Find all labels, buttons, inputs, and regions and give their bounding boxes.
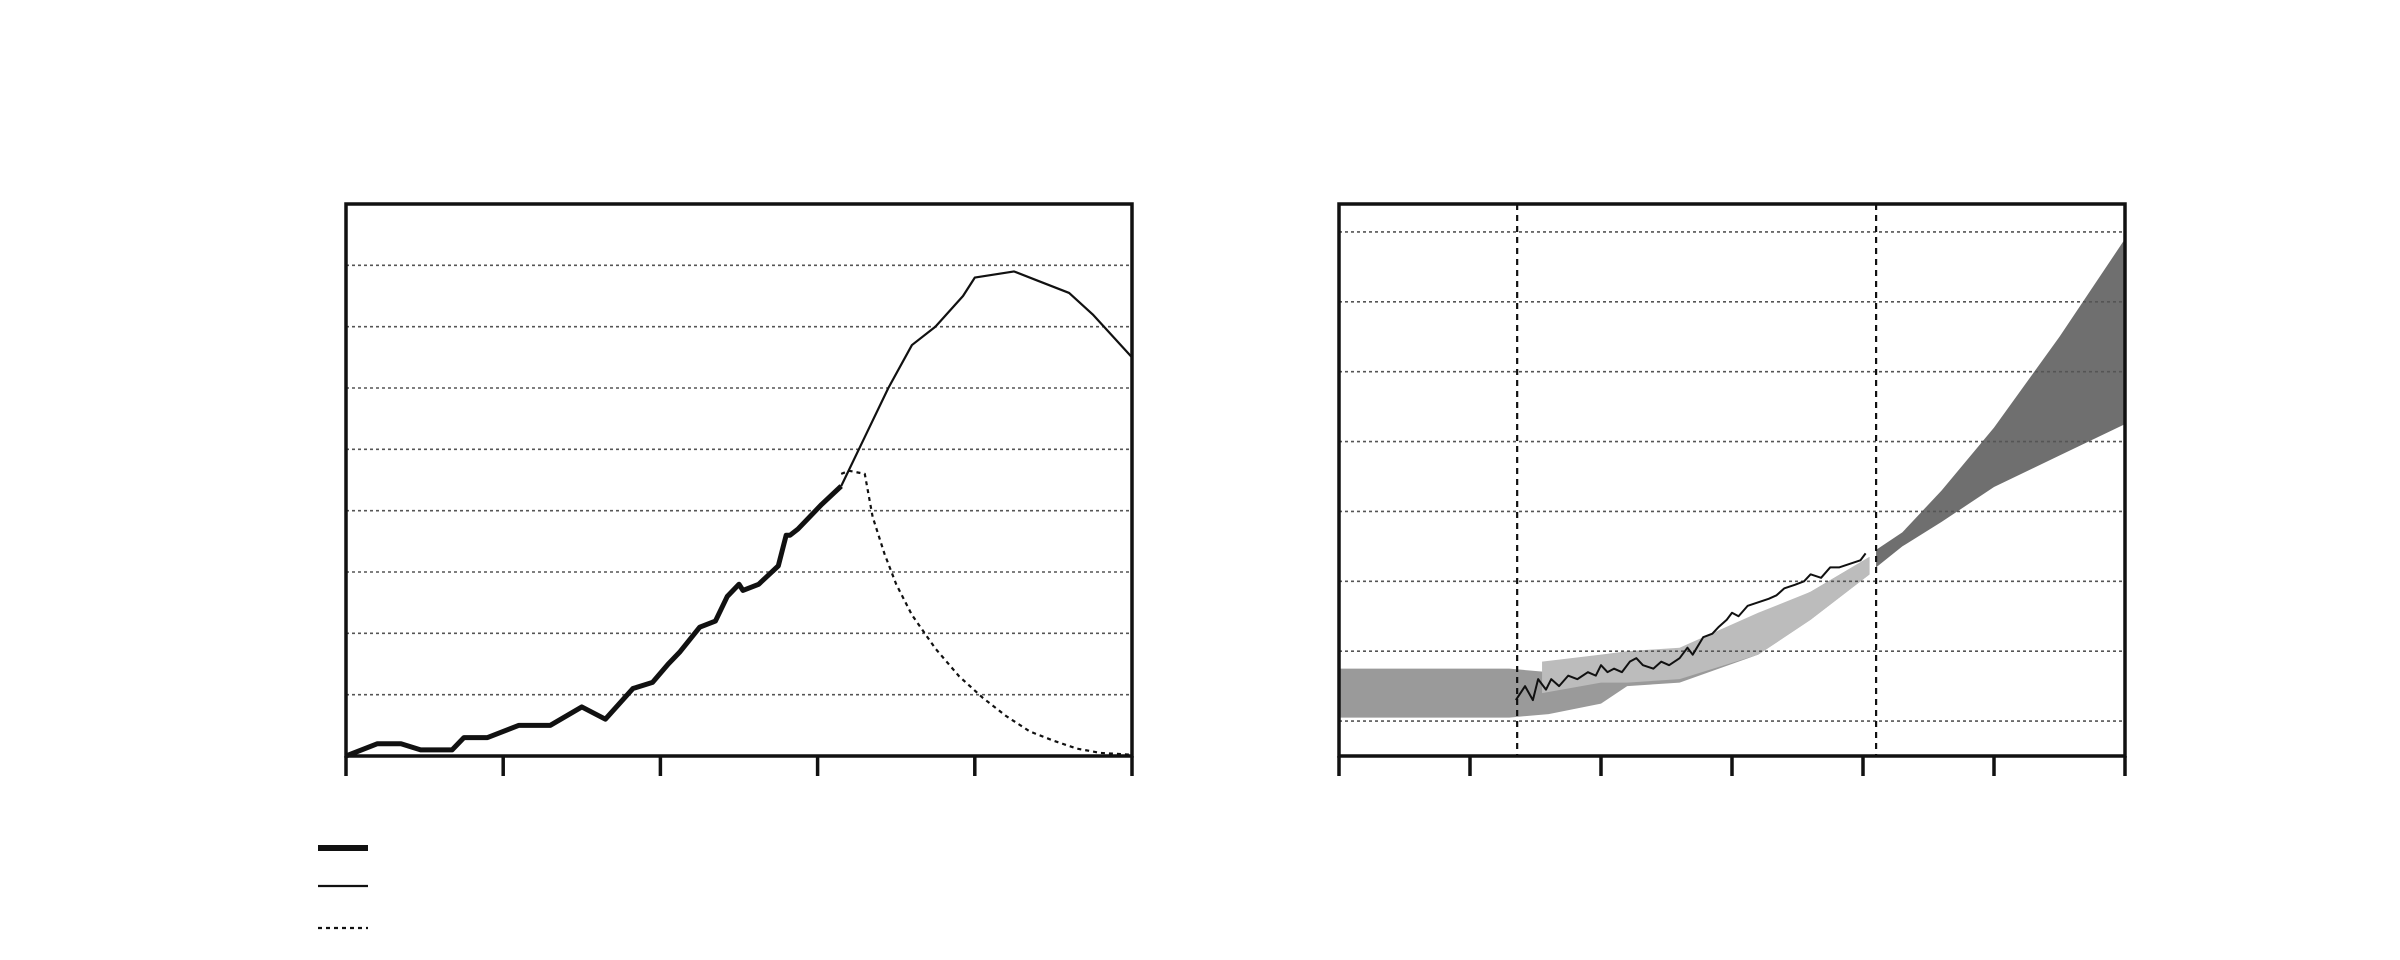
right-band-3 bbox=[1876, 238, 2125, 568]
right-chart-series bbox=[1515, 552, 1867, 702]
right-series-line bbox=[1515, 552, 1867, 702]
left-chart-gridlines bbox=[346, 264, 1132, 696]
left-series-line-dotted bbox=[840, 469, 1133, 756]
left-line-chart bbox=[344, 202, 1134, 776]
right-chart-x-ticks bbox=[1337, 756, 2127, 776]
left-chart-frame bbox=[344, 202, 1134, 758]
right-chart-gridlines bbox=[1339, 231, 2125, 722]
right-band-2 bbox=[1542, 556, 1870, 694]
left-series-line-thin-solid bbox=[840, 270, 1133, 487]
right-chart-reference-lines bbox=[1516, 204, 1878, 756]
left-series-line-thick-solid bbox=[345, 484, 843, 759]
left-chart-legend bbox=[318, 845, 368, 930]
right-chart-bands bbox=[1339, 238, 2125, 718]
left-chart-x-ticks bbox=[344, 756, 1134, 776]
right-band-1 bbox=[1339, 556, 1870, 718]
right-band-chart bbox=[1337, 202, 2127, 776]
left-chart-series bbox=[345, 270, 1133, 759]
